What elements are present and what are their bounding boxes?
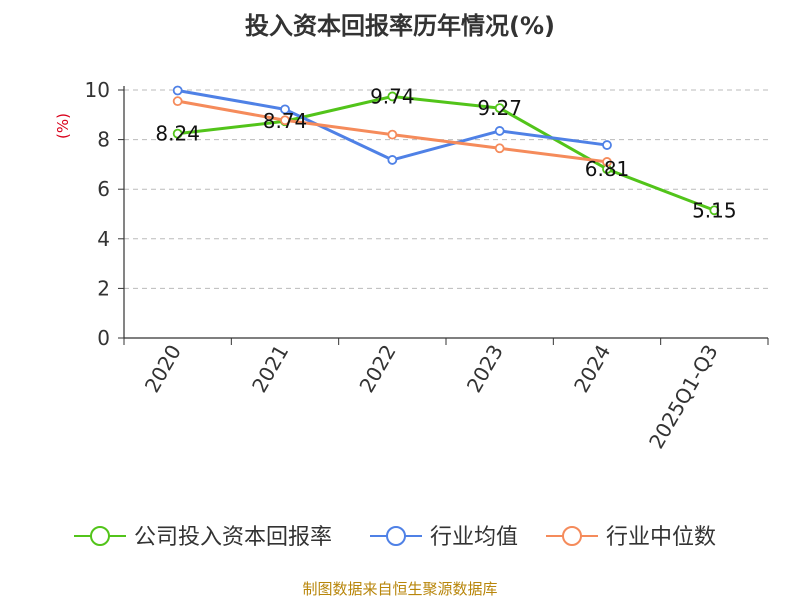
data-point <box>172 96 183 107</box>
legend-label: 公司投入资本回报率 <box>134 525 332 550</box>
y-axis-label: (%) <box>54 113 72 139</box>
legend-item[interactable] <box>370 526 422 546</box>
data-point <box>280 104 290 115</box>
data-label: 6.81 <box>585 157 630 181</box>
legend-label: 行业均值 <box>430 525 518 550</box>
legend-item[interactable] <box>546 526 598 546</box>
x-tick-label: 2021 <box>247 341 293 397</box>
series-line-0 <box>176 94 716 212</box>
y-tick-label: 2 <box>97 276 110 300</box>
data-label: 9.27 <box>477 96 522 120</box>
data-point <box>172 85 183 96</box>
data-point <box>602 140 612 150</box>
x-tick-label: 2022 <box>354 341 400 397</box>
data-label: 5.15 <box>692 198 737 222</box>
source-note: 制图数据来自恒生聚源数据库 <box>302 580 497 598</box>
data-point <box>494 143 505 154</box>
x-tick-label: 2024 <box>569 341 615 397</box>
data-label: 9.74 <box>370 84 415 108</box>
y-tick-label: 0 <box>97 326 110 350</box>
data-point <box>494 126 505 136</box>
legend-swatch-marker <box>90 526 110 546</box>
data-point <box>172 128 183 139</box>
x-tick-label: 2025Q1-Q3 <box>644 341 723 453</box>
data-point <box>387 91 398 102</box>
data-label: 8.74 <box>263 109 308 133</box>
y-tick-label: 6 <box>97 177 110 201</box>
data-point <box>602 157 612 167</box>
legend <box>74 526 598 546</box>
y-tick-label: 4 <box>97 227 110 251</box>
x-tick-label: 2020 <box>140 341 186 397</box>
data-label: 8.24 <box>155 122 200 146</box>
legend-label: 行业中位数 <box>606 525 716 550</box>
data-point <box>494 103 505 114</box>
y-tick-label: 8 <box>97 128 110 152</box>
chart-title: 投入资本回报率历年情况(%) <box>245 12 555 40</box>
data-point <box>387 155 398 165</box>
legend-swatch-marker <box>386 526 406 546</box>
x-tick-label: 2023 <box>462 340 508 396</box>
data-point <box>387 129 398 140</box>
data-point <box>280 115 290 126</box>
legend-swatch-marker <box>562 526 582 546</box>
y-tick-label: 10 <box>85 78 110 102</box>
legend-item[interactable] <box>74 526 126 546</box>
data-point <box>709 205 720 216</box>
